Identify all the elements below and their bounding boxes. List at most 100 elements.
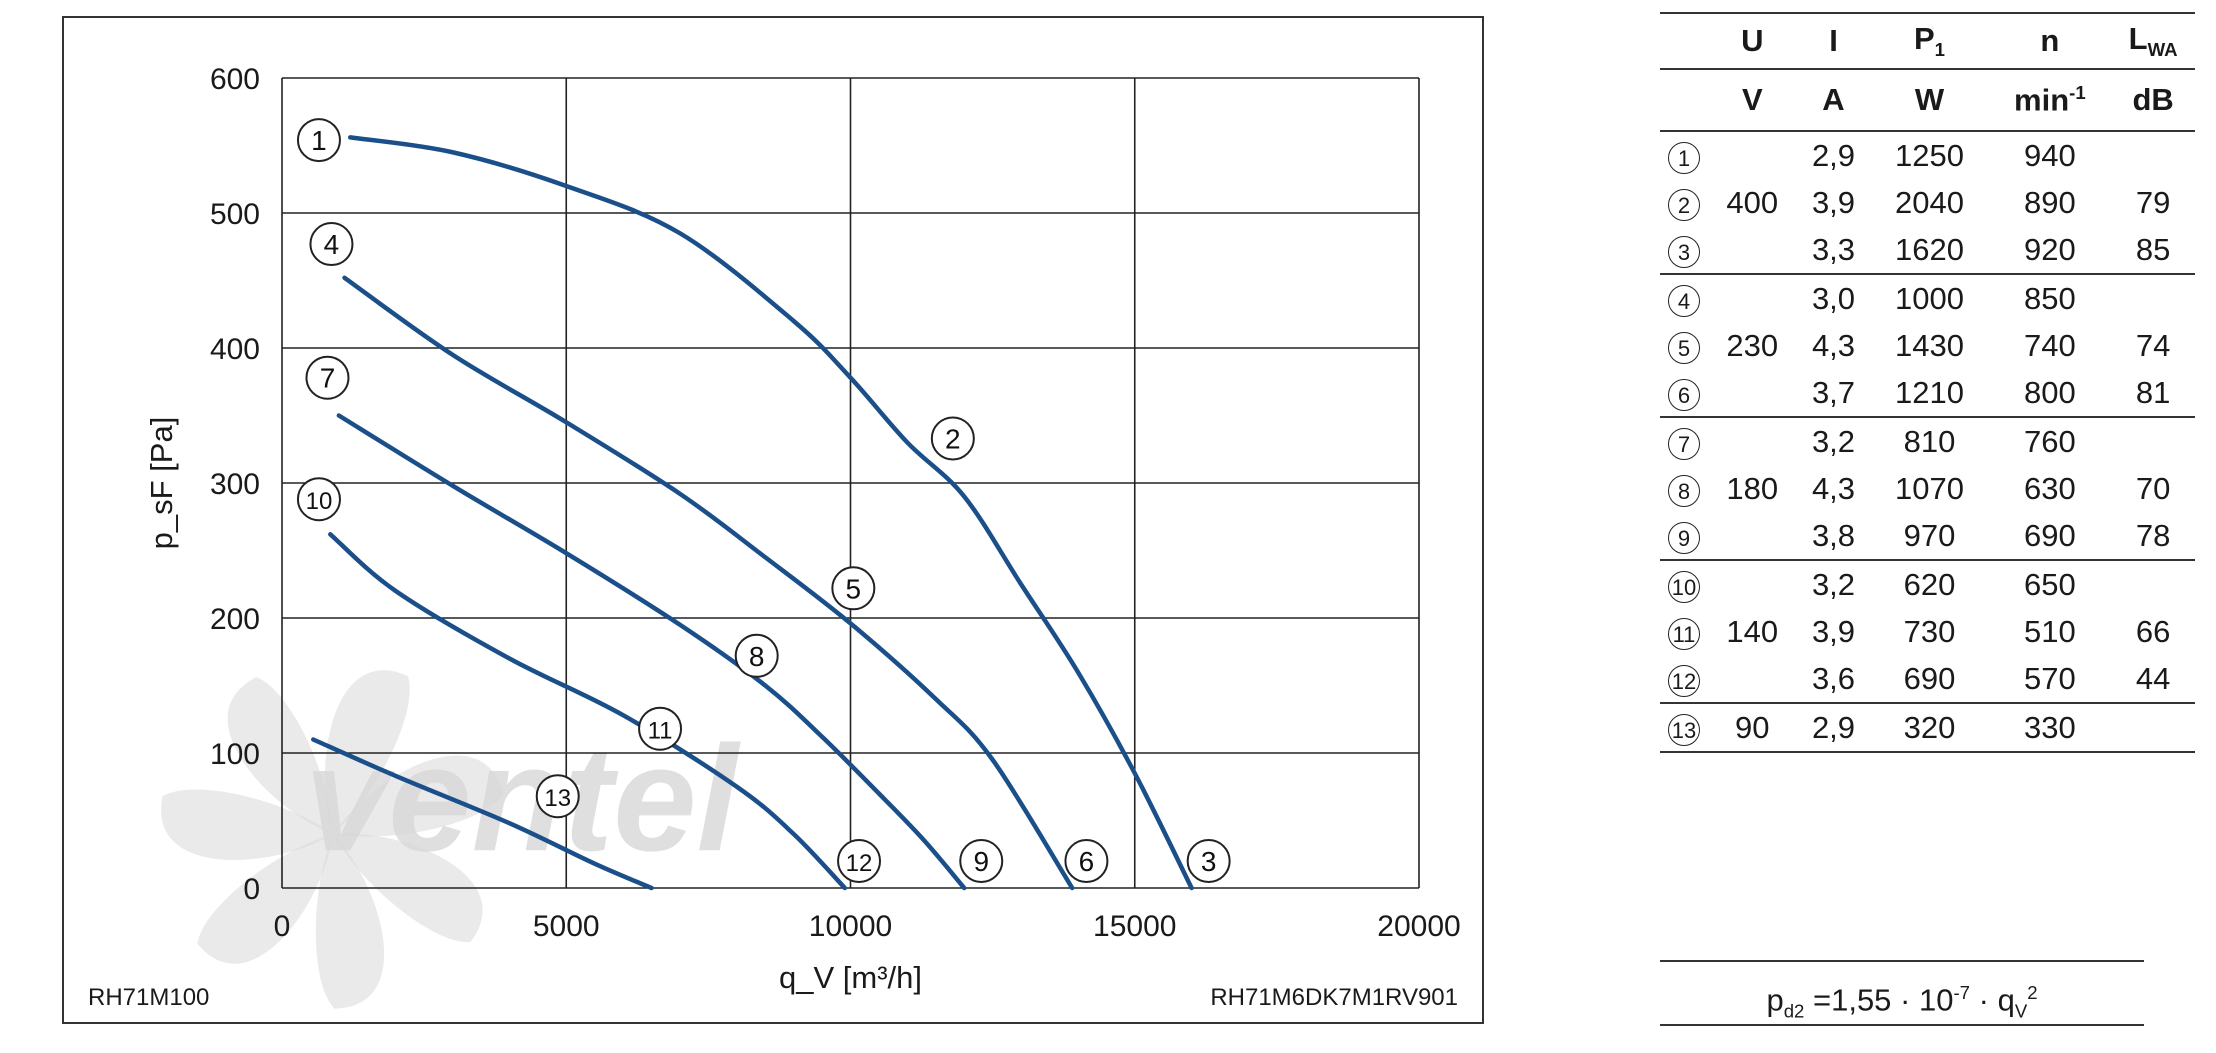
cell-u: 140 bbox=[1726, 613, 1779, 649]
curve-1-2-3 bbox=[347, 135, 1194, 891]
row-id-circle: 7 bbox=[1668, 427, 1700, 460]
axis-labels: q_V [m³/h] p_sF [Pa] bbox=[144, 417, 922, 995]
row-id-circle: 8 bbox=[1668, 474, 1700, 507]
cell-n: 330 bbox=[1988, 703, 2112, 753]
formula: pd2 =1,55 · 10-7 · qV2 bbox=[1660, 960, 2144, 1026]
cell-l: 81 bbox=[2111, 369, 2195, 418]
cell-l: 66 bbox=[2135, 613, 2171, 649]
cell-l: 85 bbox=[2111, 226, 2195, 275]
cell-l: 74 bbox=[2135, 327, 2171, 363]
table-row: 3 3,3 1620 920 85 bbox=[1660, 226, 2195, 275]
cell-p: 1000 bbox=[1894, 280, 1964, 316]
cell-l: 70 bbox=[2135, 470, 2171, 506]
cell-u bbox=[1708, 226, 1797, 275]
cell-n: 800 bbox=[1988, 369, 2112, 418]
marker-12: 12 bbox=[837, 839, 882, 883]
row-id: 4 bbox=[1660, 274, 1708, 322]
watermark-blade bbox=[197, 833, 334, 964]
x-tick-label: 20000 bbox=[1377, 910, 1460, 943]
marker-circle bbox=[296, 477, 341, 522]
watermark-blade bbox=[315, 833, 384, 1009]
cell-p: 730 bbox=[1903, 613, 1956, 649]
cell-i: 4,3 bbox=[1811, 470, 1856, 506]
marker-circle bbox=[309, 222, 354, 267]
cell-l: 78 bbox=[2111, 512, 2195, 561]
marker-label: 9 bbox=[973, 846, 989, 877]
row-id-circle: 11 bbox=[1668, 617, 1700, 650]
table-row: 6 3,7 1210 800 81 bbox=[1660, 369, 2195, 418]
cell-u: 180 bbox=[1726, 470, 1779, 506]
y-tick-label: 600 bbox=[210, 63, 260, 96]
row-id-circle: 12 bbox=[1668, 664, 1700, 697]
x-tick-label: 0 bbox=[274, 910, 291, 943]
cell-l bbox=[2111, 417, 2195, 465]
marker-label: 12 bbox=[846, 850, 873, 877]
cell-u bbox=[1708, 131, 1797, 179]
table-units-row: V A W min-1 dB bbox=[1660, 69, 2195, 132]
cell-i: 3,8 bbox=[1796, 512, 1871, 561]
spec-table: U I P1 n LWA V A W min-1 dB 1 2,9 1250 940 2… bbox=[1660, 12, 2195, 753]
cell-u bbox=[1708, 417, 1797, 465]
cell-u bbox=[1708, 512, 1797, 561]
spec-table-wrap: U I P1 n LWA V A W min-1 dB 1 2,9 1250 940 2… bbox=[1660, 12, 2195, 753]
cell-i: 3,0 bbox=[1811, 280, 1856, 316]
cell-p: 970 bbox=[1870, 512, 1989, 561]
cell-p: 810 bbox=[1903, 423, 1956, 459]
table-row: 7 3,2 810 760 bbox=[1660, 417, 2195, 465]
curve-7-8-9 bbox=[336, 413, 967, 891]
marker-6: 6 bbox=[1064, 839, 1109, 883]
row-id: 2 bbox=[1660, 179, 1708, 226]
marker-label: 13 bbox=[544, 785, 571, 812]
row-id-circle: 9 bbox=[1668, 521, 1700, 554]
cell-i: 3,2 bbox=[1811, 423, 1856, 459]
row-id-circle: 1 bbox=[1668, 141, 1700, 174]
cell-l bbox=[2111, 131, 2195, 179]
marker-label: 11 bbox=[648, 718, 673, 745]
cell-n: 630 bbox=[2024, 470, 2076, 506]
marker-label: 4 bbox=[324, 229, 340, 260]
marker-label: 7 bbox=[320, 363, 336, 394]
x-axis-label: q_V [m³/h] bbox=[779, 960, 922, 995]
cell-p: 320 bbox=[1870, 703, 1989, 753]
cell-n: 940 bbox=[2024, 137, 2076, 173]
cell-u: 90 bbox=[1708, 703, 1797, 753]
watermark-blade bbox=[227, 677, 334, 835]
marker-circle bbox=[305, 355, 350, 400]
cell-l bbox=[2111, 703, 2195, 753]
ventel-watermark: ventel bbox=[161, 670, 742, 1009]
cell-p: 1620 bbox=[1870, 226, 1989, 275]
y-tick-label: 400 bbox=[210, 333, 260, 366]
cell-p: 620 bbox=[1903, 566, 1956, 602]
cell-l bbox=[2111, 560, 2195, 608]
cell-u: 230 bbox=[1726, 327, 1779, 363]
marker-circle bbox=[734, 633, 779, 678]
row-id-circle: 10 bbox=[1668, 570, 1700, 603]
row-id-circle: 13 bbox=[1668, 713, 1700, 746]
row-id: 8 bbox=[1660, 465, 1708, 512]
marker-2: 2 bbox=[930, 416, 975, 461]
curve-13 bbox=[311, 737, 654, 891]
row-id: 3 bbox=[1660, 226, 1708, 275]
chart-grid bbox=[281, 77, 1420, 889]
cell-u bbox=[1708, 369, 1797, 418]
cell-i: 3,2 bbox=[1811, 566, 1856, 602]
y-tick-label: 500 bbox=[210, 198, 260, 231]
cell-l bbox=[2111, 274, 2195, 322]
marker-circle bbox=[535, 774, 580, 819]
marker-circle bbox=[1186, 839, 1231, 883]
marker-3: 3 bbox=[1186, 839, 1231, 883]
y-axis-label: p_sF [Pa] bbox=[144, 417, 179, 550]
y-tick-label: 0 bbox=[243, 873, 260, 906]
cell-i: 2,9 bbox=[1811, 137, 1856, 173]
watermark-blade bbox=[161, 789, 334, 860]
row-id-circle: 4 bbox=[1668, 284, 1700, 317]
marker-8: 8 bbox=[734, 633, 779, 678]
marker-circle bbox=[296, 118, 341, 163]
cell-i: 3,9 bbox=[1811, 613, 1856, 649]
cell-l: 79 bbox=[2135, 184, 2171, 220]
curve-markers: 1 4 7 10 2 5 8 11 13 12 9 6 3 bbox=[296, 118, 1231, 883]
row-id-circle: 6 bbox=[1668, 378, 1700, 411]
table-row: 11 140 3,9 730 510 66 bbox=[1660, 608, 2195, 655]
header-i: I bbox=[1796, 12, 1871, 70]
cell-i: 3,9 bbox=[1811, 184, 1856, 220]
